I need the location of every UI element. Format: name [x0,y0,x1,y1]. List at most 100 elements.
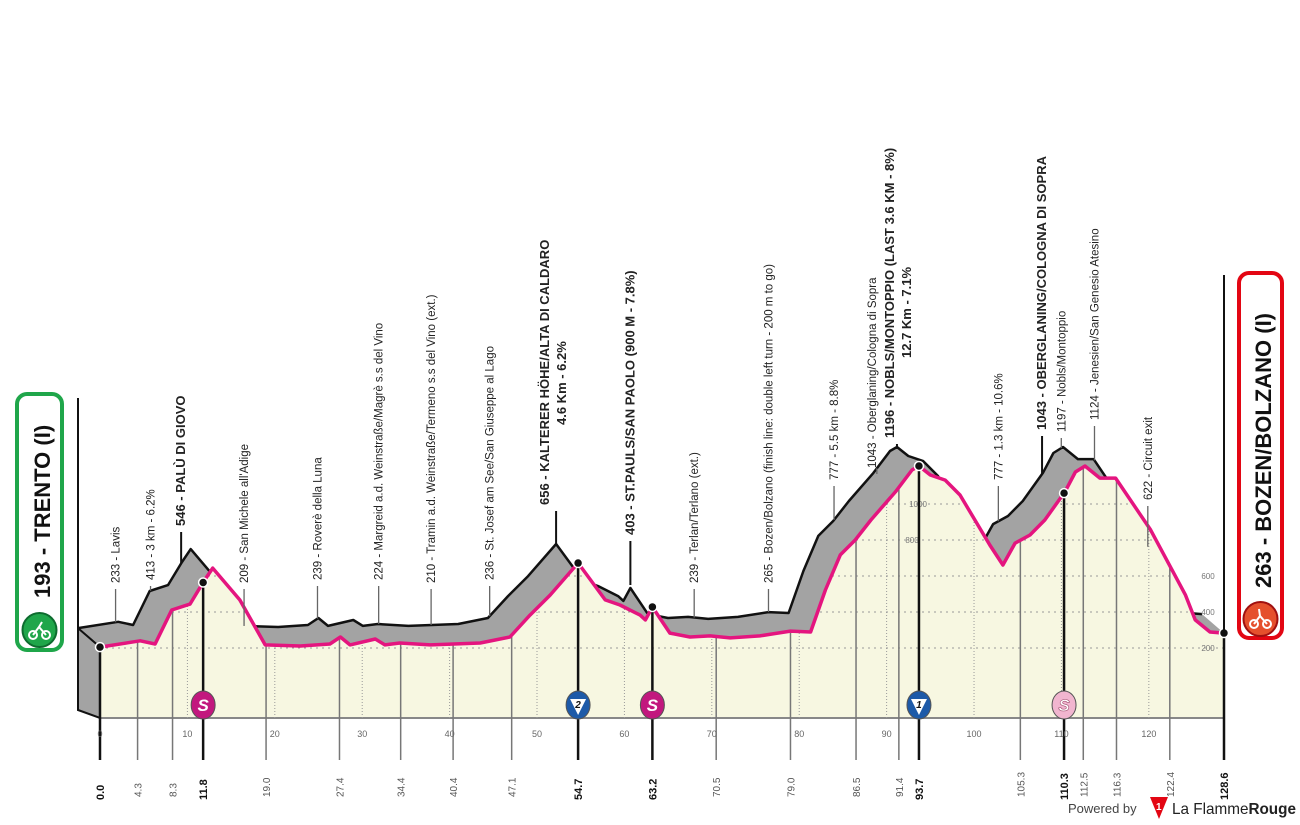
x-tick-label: 90 [882,729,892,739]
km-point-label: 19.0 [262,777,273,797]
x-tick-label: 110 [1054,729,1068,739]
km-point-label: 79.0 [786,777,797,797]
km-point-dot [1058,487,1070,499]
triangle-icon [570,699,587,715]
brand-rouge: Rouge [1248,801,1296,818]
cyclist-finish-icon [1242,601,1279,637]
km-point-dot [94,641,106,653]
km-point-label: 105.3 [1016,772,1027,797]
y-tick-label: 200 [1201,644,1215,653]
annotation-label: 656 - KALTERER HÖHE/ALTA DI CALDARO [537,240,552,505]
annotation-label: 403 - ST.PAULS/SAN PAOLO (900 M - 7.8%) [622,270,637,535]
km-point-label: 91.4 [895,777,906,797]
annotation-label: 777 - 5.5 km - 8.8% [829,380,841,480]
y-tick-label: 400 [1201,608,1215,617]
finish-label: 263 - BOZEN/BOLZANO (I) [1251,313,1276,588]
sprint-marker-icon: S [1051,690,1077,720]
marker-symbol: 1 [916,700,922,711]
km-point-label: 86.5 [852,777,863,797]
start-label: 193 - TRENTO (I) [30,425,55,598]
annotation-label: 209 - San Michele all'Adige [239,444,251,583]
annotation-sublabel: 4.6 Km - 6.2% [554,341,569,425]
annotation-label: 1197 - Nobls/Montoppio [1056,311,1068,432]
svg-text:La FlammeRouge: La FlammeRouge [1172,801,1296,818]
km-point-label: 8.3 [169,783,180,797]
sprint-marker-icon: S [639,690,665,720]
y-tick-label: 800 [905,536,919,545]
powered-by-footer: Powered by 1 La FlammeRouge [1068,797,1296,819]
powered-by-text: Powered by [1068,801,1137,816]
annotation-label: 233 - Lavis [111,526,123,583]
annotation-label: 777 - 1.3 km - 10.6% [993,373,1005,480]
km-point-label: 34.4 [397,777,408,797]
x-tick-label: 30 [357,729,367,739]
annotation-label: 1196 - NOBLS/MONTOPPIO (LAST 3.6 KM - 8%… [882,148,897,438]
profile-line [99,464,1225,649]
annotation-label: 239 - Terlan/Terlano (ext.) [689,452,701,583]
sprint-marker-icon: S [190,690,216,720]
annotation-label: 236 - St. Josef am See/San Giuseppe al L… [485,346,497,580]
triangle-icon [910,699,927,715]
kom-marker-icon: 2 [565,690,591,720]
la-flamme-rouge-logo-icon [1150,797,1168,819]
km-point-label: 112.5 [1079,772,1090,797]
profile-area [100,466,1224,718]
annotation-label: 1124 - Jenesien/San Genesio Atesino [1089,228,1101,420]
x-tick-label: 50 [532,729,542,739]
marker-symbol: S [197,696,209,715]
km-point-label: 47.1 [508,777,519,797]
km-point-label: 63.2 [647,779,659,800]
x-tick-label: 20 [270,729,280,739]
y-tick-label: 600 [1201,572,1215,581]
annotation-sublabel: 12.7 Km - 7.1% [899,267,914,358]
x-tick-label: 100 [967,729,982,739]
x-tick-label: 120 [1141,729,1156,739]
km-point-dot [647,601,658,613]
annotation-label: 224 - Margreid a.d. Weinstraße/Magrè s.s… [374,323,386,580]
km-point-label: 4.3 [134,783,145,797]
x-tick-label: 60 [619,729,629,739]
km-point-label: 70.5 [712,777,723,797]
marker-badge [1051,690,1077,720]
km-point-dot [197,577,209,588]
annotation-label: 1043 - Oberglaning/Cologna di Sopra [867,277,879,468]
annotation-label: 210 - Tramin a.d. Weinstraße/Termeno s.s… [426,294,438,583]
marker-symbol: 2 [574,700,581,711]
km-point-label: 122.4 [1166,772,1177,797]
annotation-label: 239 - Roverè della Luna [312,457,324,580]
marker-symbol: S [1058,696,1070,715]
km-point-label: 11.8 [198,779,210,800]
brand-la-flamme: La Flamme [1172,801,1249,818]
marker-badge [190,690,216,720]
marker-badge [639,690,665,720]
km-point-dot [572,557,584,569]
x-tick-label: 80 [794,729,804,739]
km-point-label: 128.6 [1219,772,1231,800]
km-point-dot [913,460,925,472]
annotation-label: 1043 - OBERGLANING/COLOGNA DI SOPRA [1034,155,1049,430]
km-point-label: 27.4 [335,777,346,797]
x-tick-label: 0 [97,729,102,739]
km-point-label: 116.3 [1112,772,1123,797]
km-point-label: 110.3 [1059,773,1071,800]
start-badge: 193 - TRENTO (I) [15,392,64,652]
profile-top-edge [77,445,1203,630]
annotation-label: 413 - 3 km - 6.2% [146,489,158,580]
km-point-label: 54.7 [573,779,585,800]
km-point-label: 40.4 [449,777,460,797]
profile-side-band [78,447,1224,648]
cyclist-start-icon [21,612,58,648]
x-tick-label: 10 [182,729,192,739]
marker-symbol: S [647,696,659,715]
x-tick-label: 70 [707,729,717,739]
annotation-label: 622 - Circuit exit [1143,416,1155,500]
annotation-label: 546 - PALÙ DI GIOVO [173,395,188,526]
km-point-label: 93.7 [914,779,926,800]
km-point-label: 0.0 [95,785,107,800]
kom-marker-icon: 1 [906,690,932,720]
finish-badge: 263 - BOZEN/BOLZANO (I) [1237,271,1284,640]
x-tick-label: 40 [445,729,455,739]
annotation-label: 265 - Bozen/Bolzano (finish line: double… [763,264,775,583]
logo-digit: 1 [1156,802,1162,813]
